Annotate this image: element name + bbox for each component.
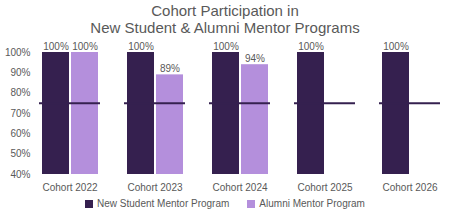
svg-text:100%: 100%	[43, 41, 69, 52]
svg-text:Cohort 2023: Cohort 2023	[127, 182, 182, 193]
svg-text:94%: 94%	[245, 53, 265, 64]
svg-text:100%: 100%	[298, 41, 324, 52]
html-text:Alumni Mentor Program: Alumni Mentor Program	[259, 198, 365, 209]
svg-text:100%: 100%	[5, 47, 31, 58]
svg-text:50%: 50%	[10, 148, 30, 159]
svg-text:89%: 89%	[160, 63, 180, 74]
svg-text:Cohort 2024: Cohort 2024	[212, 182, 267, 193]
svg-text:90%: 90%	[10, 67, 30, 78]
svg-text:100%: 100%	[213, 41, 239, 52]
svg-text:100%: 100%	[383, 41, 409, 52]
svg-text:100%: 100%	[72, 41, 98, 52]
svg-text:Cohort 2022: Cohort 2022	[42, 182, 97, 193]
svg-text:80%: 80%	[10, 87, 30, 98]
svg-text:Cohort 2025: Cohort 2025	[297, 182, 352, 193]
svg-text:60%: 60%	[10, 128, 30, 139]
html-text:Cohort Participation in New St: Cohort Participation in New Student & Al…	[90, 2, 360, 36]
svg-text:70%: 70%	[10, 108, 30, 119]
svg-text:100%: 100%	[128, 41, 154, 52]
html-text:New Student Mentor Program: New Student Mentor Program	[97, 198, 230, 209]
svg-text:40%: 40%	[10, 169, 30, 180]
svg-text:Cohort 2026: Cohort 2026	[382, 182, 437, 193]
